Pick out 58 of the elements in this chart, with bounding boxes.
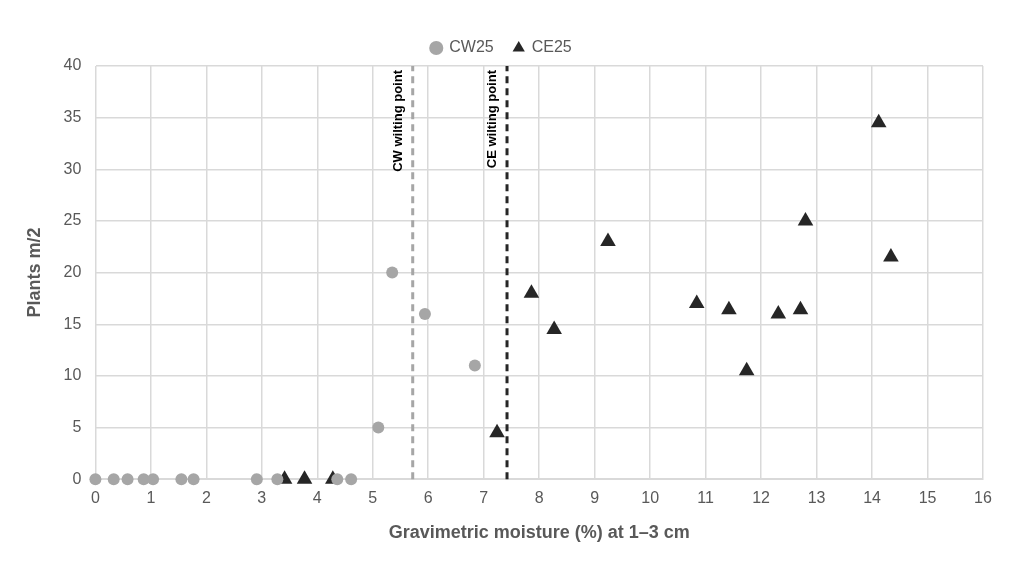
x-tick-label: 3 bbox=[257, 489, 267, 507]
point bbox=[372, 421, 385, 434]
ref-line-label: CW wilting point bbox=[389, 69, 405, 172]
point bbox=[175, 473, 188, 486]
x-tick-label: 13 bbox=[807, 489, 826, 507]
point bbox=[770, 304, 787, 319]
point bbox=[271, 473, 284, 486]
x-tick-label: 4 bbox=[312, 489, 322, 507]
y-tick-label: 30 bbox=[63, 159, 82, 177]
x-tick-label: 10 bbox=[641, 489, 660, 507]
x-axis-title: Gravimetric moisture (%) at 1–3 cm bbox=[388, 522, 690, 543]
x-tick-label: 6 bbox=[423, 489, 433, 507]
point bbox=[600, 232, 616, 247]
point bbox=[187, 473, 200, 486]
point bbox=[738, 361, 755, 376]
point bbox=[721, 300, 737, 315]
x-tick-label: 15 bbox=[918, 489, 937, 507]
point bbox=[468, 359, 481, 372]
y-axis-title: Plants m/2 bbox=[23, 227, 44, 318]
point bbox=[870, 113, 887, 128]
point bbox=[546, 320, 562, 334]
x-tick-label: 5 bbox=[368, 489, 378, 507]
x-tick-label: 14 bbox=[863, 489, 882, 507]
y-tick-label: 25 bbox=[63, 211, 82, 229]
x-tick-label: 11 bbox=[697, 489, 715, 507]
x-tick-label: 1 bbox=[146, 489, 156, 507]
point bbox=[250, 473, 263, 486]
x-tick-label: 0 bbox=[90, 489, 100, 507]
y-tick-label: 5 bbox=[72, 417, 82, 435]
point bbox=[489, 423, 505, 438]
point bbox=[523, 284, 540, 298]
y-tick-label: 10 bbox=[63, 366, 82, 384]
point bbox=[688, 294, 705, 309]
y-tick-label: 0 bbox=[72, 469, 82, 487]
point bbox=[89, 473, 102, 486]
x-tick-label: 16 bbox=[974, 489, 992, 507]
point bbox=[331, 473, 344, 486]
legend-label: CE25 bbox=[531, 38, 572, 56]
x-tick-label: 12 bbox=[752, 489, 771, 507]
legend-label: CW25 bbox=[449, 38, 494, 56]
x-tick-label: 2 bbox=[201, 489, 211, 507]
point bbox=[883, 248, 899, 262]
x-tick-label: 8 bbox=[534, 489, 544, 507]
point bbox=[797, 211, 814, 226]
point bbox=[147, 473, 160, 486]
point bbox=[792, 300, 809, 315]
point bbox=[345, 473, 358, 486]
y-tick-label: 35 bbox=[63, 108, 82, 126]
point bbox=[121, 473, 134, 486]
point bbox=[107, 473, 120, 486]
x-tick-label: 7 bbox=[479, 489, 489, 507]
point bbox=[418, 307, 431, 320]
y-tick-label: 40 bbox=[63, 56, 82, 74]
ref-line-label: CE wilting point bbox=[484, 69, 500, 169]
y-tick-label: 15 bbox=[63, 314, 82, 332]
point bbox=[386, 266, 399, 279]
x-tick-label: 9 bbox=[590, 489, 600, 507]
y-tick-label: 20 bbox=[63, 263, 82, 281]
